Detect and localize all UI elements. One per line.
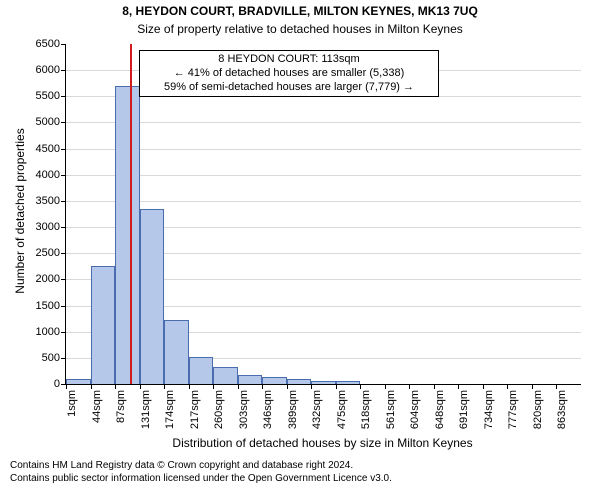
chart-title: 8, HEYDON COURT, BRADVILLE, MILTON KEYNE… (0, 4, 600, 18)
xtick-mark (189, 384, 190, 389)
xtick-label: 303sqm (238, 390, 250, 429)
histogram-bar (336, 381, 361, 384)
xtick-mark (311, 384, 312, 389)
xtick-label: 561sqm (385, 390, 397, 429)
histogram-bar (66, 379, 91, 384)
xtick-mark (336, 384, 337, 389)
histogram-bar (189, 357, 214, 384)
ytick-label: 4500 (36, 143, 66, 155)
footer-line1: Contains HM Land Registry data © Crown c… (10, 460, 392, 473)
xtick-mark (91, 384, 92, 389)
xtick-label: 863sqm (556, 390, 568, 429)
xtick-mark (238, 384, 239, 389)
xtick-mark (556, 384, 557, 389)
histogram-bar (115, 86, 140, 384)
ytick-label: 4000 (36, 169, 66, 181)
xtick-mark (140, 384, 141, 389)
xtick-label: 820sqm (532, 390, 544, 429)
xtick-label: 174sqm (164, 390, 176, 429)
xtick-mark (115, 384, 116, 389)
xtick-mark (458, 384, 459, 389)
xtick-mark (434, 384, 435, 389)
xtick-mark (360, 384, 361, 389)
xtick-label: 44sqm (91, 390, 103, 423)
xtick-mark (409, 384, 410, 389)
xtick-label: 475sqm (336, 390, 348, 429)
ytick-label: 1500 (36, 300, 66, 312)
ytick-label: 6500 (36, 38, 66, 50)
chart-subtitle: Size of property relative to detached ho… (0, 22, 600, 36)
xtick-label: 734sqm (483, 390, 495, 429)
histogram-bar (213, 367, 238, 384)
ytick-label: 2500 (36, 247, 66, 259)
property-annotation: 8 HEYDON COURT: 113sqm ← 41% of detached… (139, 50, 439, 97)
ytick-label: 500 (42, 352, 66, 364)
x-axis-label: Distribution of detached houses by size … (65, 436, 580, 450)
xtick-label: 604sqm (409, 390, 421, 429)
histogram-bar (262, 377, 287, 384)
xtick-mark (66, 384, 67, 389)
footer-line2: Contains public sector information licen… (10, 473, 392, 486)
xtick-label: 432sqm (311, 390, 323, 429)
ytick-label: 3000 (36, 221, 66, 233)
xtick-mark (164, 384, 165, 389)
histogram-bar (91, 266, 116, 384)
ytick-label: 5000 (36, 116, 66, 128)
xtick-label: 217sqm (189, 390, 201, 429)
xtick-label: 691sqm (458, 390, 470, 429)
xtick-label: 518sqm (360, 390, 372, 429)
gridline (66, 201, 581, 202)
xtick-label: 87sqm (115, 390, 127, 423)
ytick-label: 6000 (36, 64, 66, 76)
annotation-line2: ← 41% of detached houses are smaller (5,… (146, 67, 432, 81)
histogram-bar (311, 381, 336, 384)
xtick-mark (483, 384, 484, 389)
xtick-label: 1sqm (66, 390, 78, 417)
ytick-label: 0 (54, 378, 66, 390)
histogram-bar (164, 320, 189, 384)
gridline (66, 149, 581, 150)
histogram-bar (140, 209, 165, 384)
gridline (66, 122, 581, 123)
xtick-label: 389sqm (287, 390, 299, 429)
histogram-bar (287, 379, 312, 384)
xtick-label: 648sqm (434, 390, 446, 429)
xtick-mark (287, 384, 288, 389)
property-marker-line (130, 44, 132, 384)
ytick-label: 1000 (36, 326, 66, 338)
annotation-line3: 59% of semi-detached houses are larger (… (146, 81, 432, 95)
xtick-label: 260sqm (213, 390, 225, 429)
annotation-line1: 8 HEYDON COURT: 113sqm (146, 53, 432, 67)
footer-attribution: Contains HM Land Registry data © Crown c… (10, 460, 392, 485)
xtick-mark (385, 384, 386, 389)
xtick-mark (507, 384, 508, 389)
ytick-label: 5500 (36, 90, 66, 102)
xtick-mark (262, 384, 263, 389)
y-axis-label: Number of detached properties (13, 121, 27, 301)
xtick-mark (213, 384, 214, 389)
xtick-mark (532, 384, 533, 389)
xtick-label: 131sqm (140, 390, 152, 429)
gridline (66, 175, 581, 176)
histogram-bar (238, 375, 263, 384)
xtick-label: 346sqm (262, 390, 274, 429)
ytick-label: 2000 (36, 273, 66, 285)
xtick-label: 777sqm (507, 390, 519, 429)
ytick-label: 3500 (36, 195, 66, 207)
